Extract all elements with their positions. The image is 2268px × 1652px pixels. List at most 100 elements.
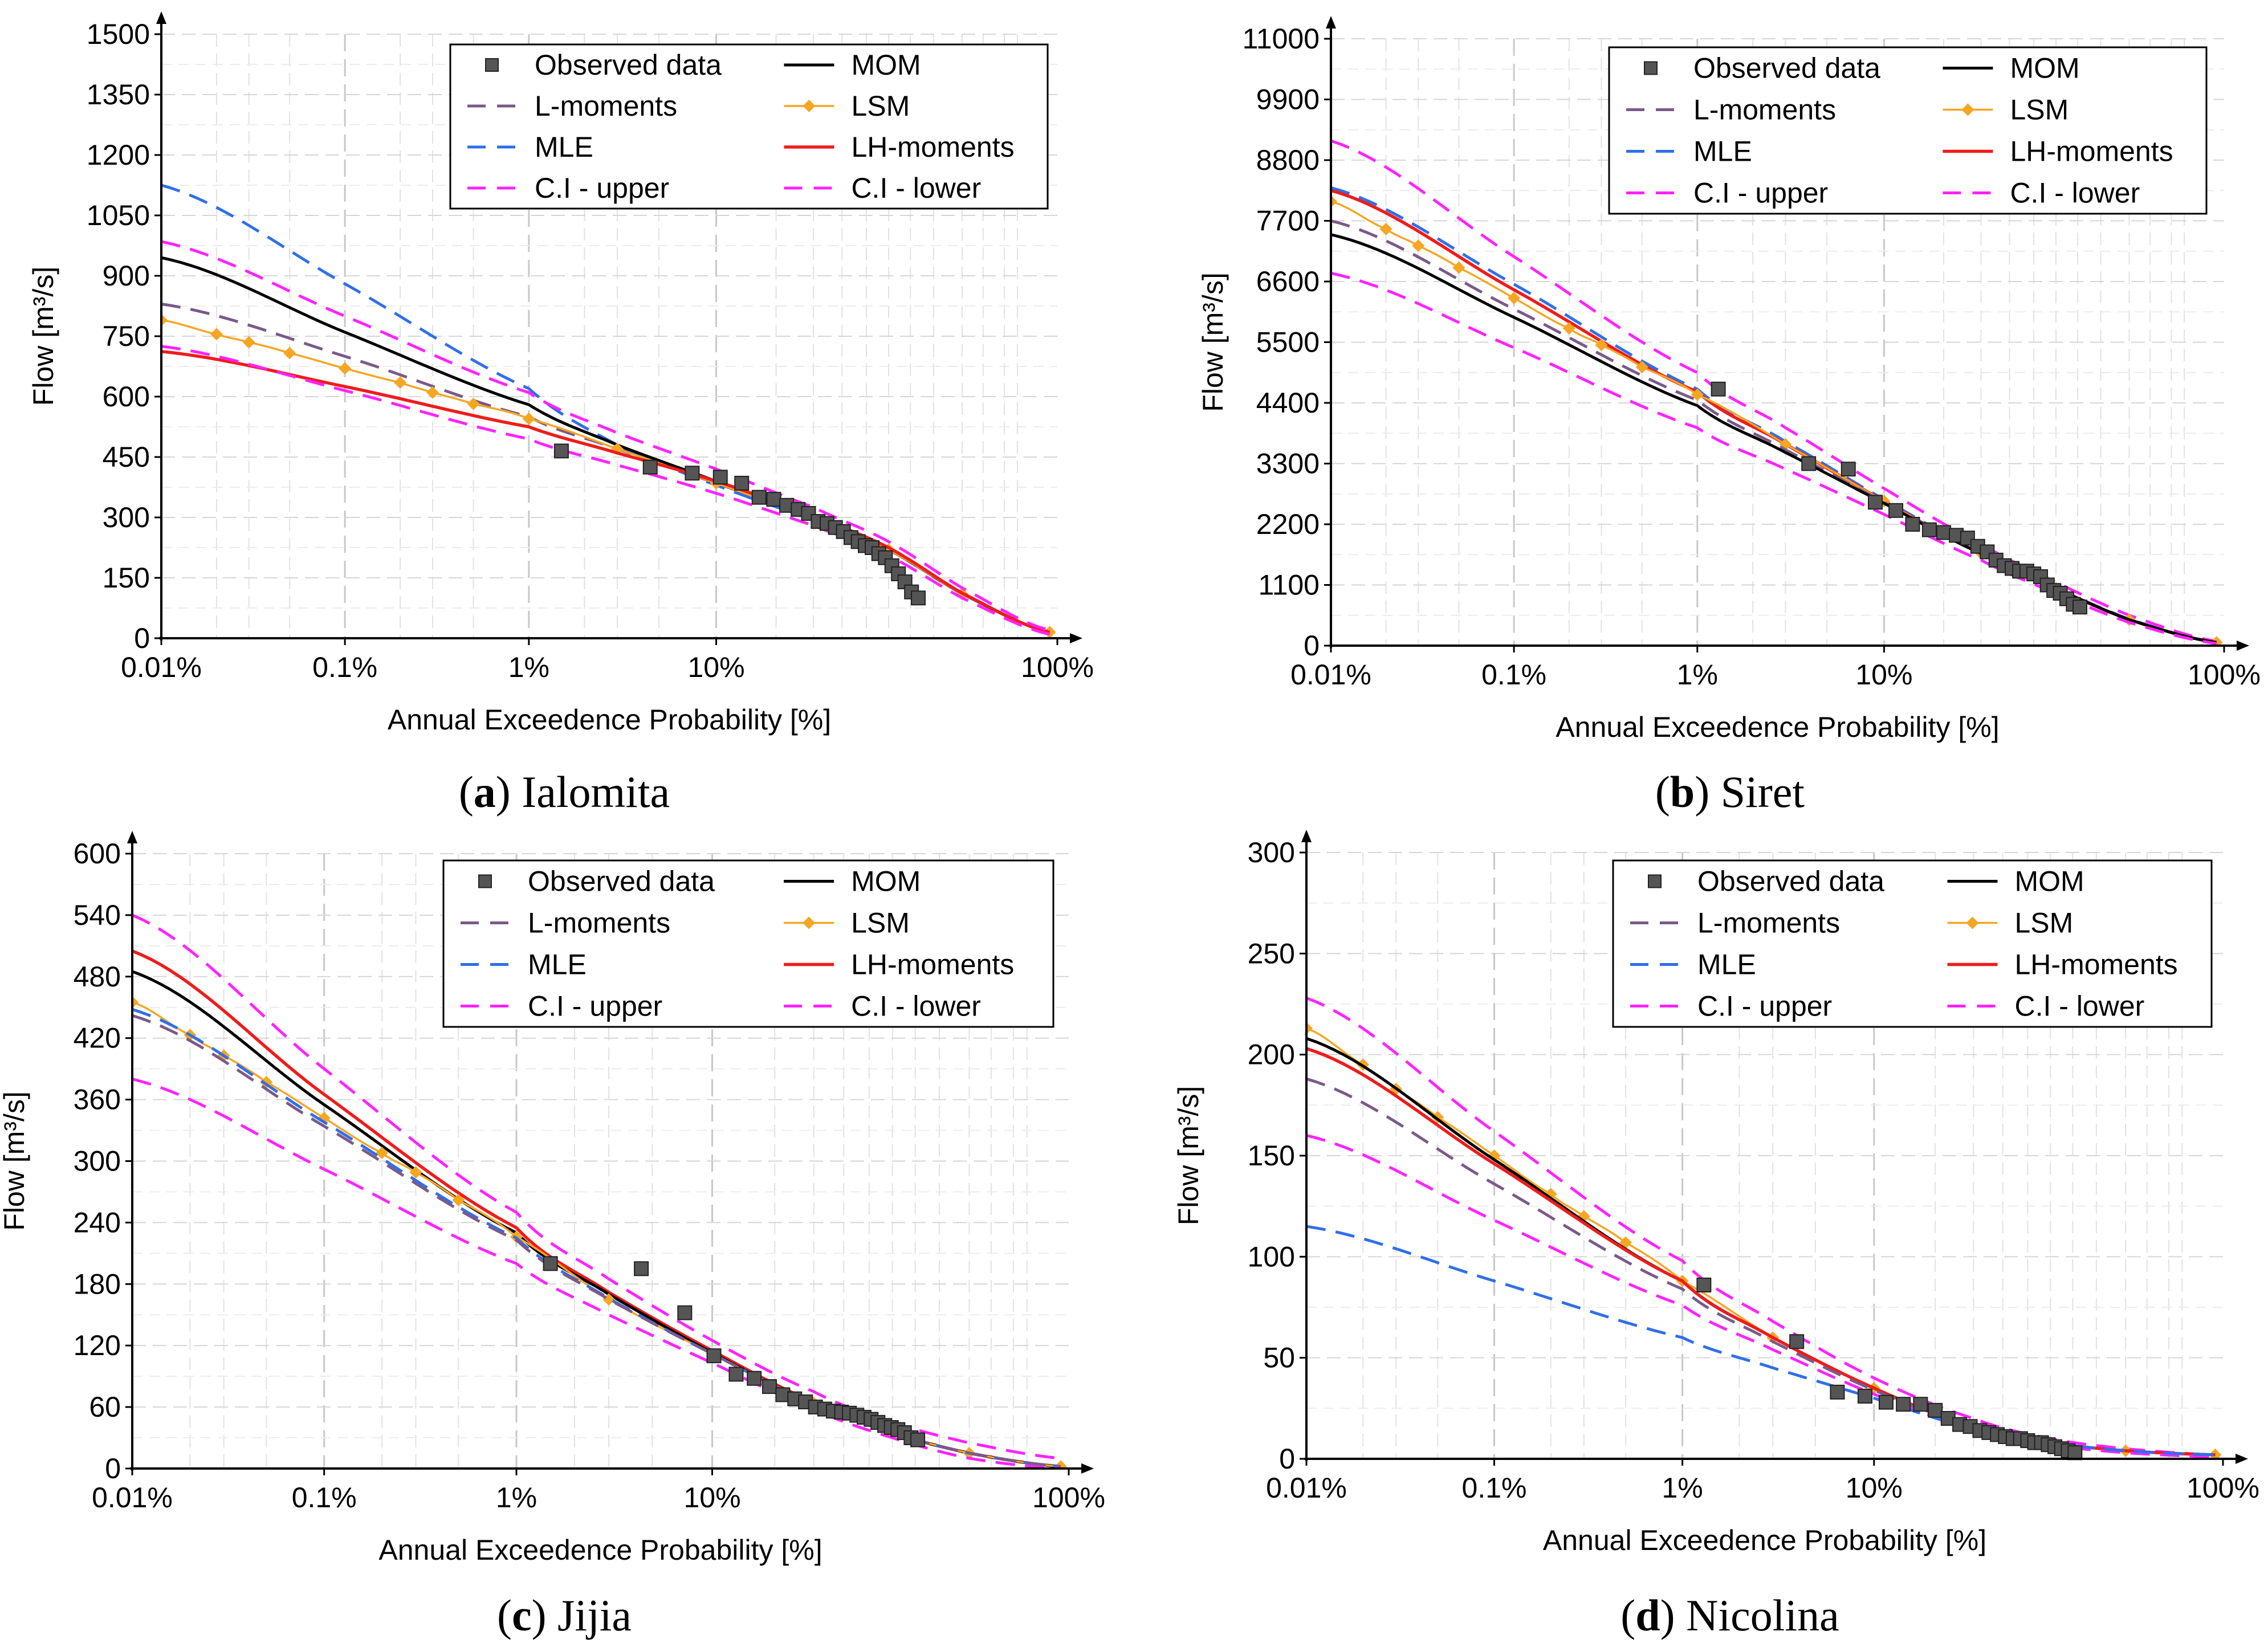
- y-tick-label: 11000: [1243, 23, 1320, 55]
- legend-entry-observed: Observed data: [478, 866, 715, 898]
- y-axis-arrow: [127, 831, 137, 843]
- observed-point: [1921, 522, 1937, 537]
- chart-c-svg: 0 60 120 180 240 300 360 420 480 540 600 0.01% 0.1% 1…: [0, 831, 1105, 1566]
- legend-label: MOM: [851, 866, 921, 898]
- y-axis-label: Flow [m³/s]: [27, 267, 59, 406]
- x-tick-label: 0.01%: [1290, 659, 1371, 691]
- series-line-ci_lower: [161, 345, 1050, 636]
- series-group: [1331, 139, 2223, 646]
- lsm-marker: [376, 1147, 389, 1160]
- x-tick-label: 1%: [508, 651, 549, 683]
- y-tick-label: 300: [1248, 837, 1295, 868]
- observed-point: [1913, 1397, 1928, 1412]
- legend-entry-lsm: LSM: [784, 90, 910, 122]
- axes: 0 50 100 150 200 250 300 0.01% 0.1% 1% 10% 100% Annu…: [1172, 830, 2259, 1556]
- legend-label: MOM: [851, 49, 921, 81]
- observed-point: [1888, 503, 1904, 518]
- lsm-marker: [1379, 223, 1392, 236]
- observed-point: [1878, 1394, 1894, 1410]
- legend-box: [1608, 46, 2208, 215]
- observed-point: [2067, 1445, 2083, 1461]
- legend-entry-lsm: LSM: [784, 907, 910, 939]
- chart-panel-b: 0 1100 2200 3300 4400 5500 6600 7700 8800 9900 110…: [1134, 0, 2268, 809]
- legend-label: LH-moments: [851, 949, 1014, 981]
- y-tick-label: 7700: [1256, 205, 1320, 237]
- x-tick-label: 100%: [1021, 651, 1094, 683]
- y-tick-label: 420: [74, 1022, 121, 1054]
- y-tick-label: 540: [74, 899, 121, 931]
- observed-point: [543, 1256, 558, 1271]
- observed-point: [910, 1432, 926, 1447]
- series-line-lmoments: [132, 1014, 1061, 1468]
- y-tick-label: 300: [103, 501, 150, 533]
- lsm-marker: [132, 996, 139, 1009]
- legend-label: MLE: [528, 949, 587, 981]
- legend-entry-lmoments: L-moments: [1630, 907, 1840, 939]
- lsm-marker: [1691, 388, 1704, 401]
- legend-marker: [803, 100, 816, 112]
- y-tick-label: 250: [1248, 937, 1295, 969]
- observed-point: [685, 466, 700, 481]
- series-line-lsm: [132, 1001, 1061, 1468]
- legend-label: LH-moments: [2010, 136, 2173, 168]
- legend: Observed data MOM L-moments LSM MLE LH-moment…: [1608, 46, 2208, 215]
- y-tick-label: 0: [105, 1453, 121, 1484]
- observed-points: [543, 1256, 926, 1447]
- observed-point: [1936, 525, 1952, 540]
- legend-marker: [1966, 916, 1979, 929]
- lsm-marker: [522, 412, 535, 425]
- lsm-marker: [602, 1293, 616, 1306]
- legend: Observed data MOM L-moments LSM MLE LH-moment…: [449, 43, 1049, 210]
- legend-label: L-moments: [535, 90, 677, 122]
- series-line-ci_upper: [161, 240, 1050, 632]
- y-tick-label: 240: [74, 1206, 121, 1238]
- y-axis-arrow: [1301, 830, 1312, 842]
- legend-label: L-moments: [1697, 907, 1840, 939]
- legend-label: Observed data: [528, 866, 715, 898]
- observed-point: [677, 1305, 693, 1320]
- legend-entry-mom: MOM: [784, 49, 921, 81]
- observed-point: [728, 1367, 744, 1382]
- y-tick-label: 100: [1248, 1241, 1295, 1272]
- x-tick-label: 100%: [1032, 1482, 1105, 1514]
- series-line-mle: [132, 1007, 1061, 1468]
- caption-c: (c) Jijia: [496, 1590, 632, 1640]
- legend-entry-ci_upper: C.I - upper: [1626, 177, 1828, 209]
- y-tick-label: 5500: [1256, 327, 1320, 358]
- legend-entry-lhmoments: LH-moments: [1947, 949, 2178, 981]
- series-line-ci_upper: [1331, 139, 2217, 643]
- lsm-marker: [1635, 361, 1648, 374]
- series-line-ci_lower: [1331, 272, 2217, 645]
- observed-points: [1696, 1277, 2083, 1461]
- caption-d: (d) Nicolina: [1620, 1590, 1839, 1640]
- x-axis-arrow: [1081, 1463, 1094, 1474]
- observed-point: [1896, 1397, 1911, 1412]
- observed-point: [1980, 544, 1995, 560]
- y-tick-label: 0: [1304, 630, 1320, 662]
- y-tick-label: 1100: [1258, 569, 1320, 601]
- observed-point: [1830, 1384, 1845, 1400]
- lsm-marker: [339, 362, 352, 375]
- legend-label: MLE: [1693, 136, 1752, 168]
- legend-entry-lhmoments: LH-moments: [1943, 136, 2173, 168]
- legend-label: L-moments: [1693, 94, 1836, 126]
- series-line-ci_lower: [132, 1078, 1061, 1469]
- x-axis-arrow: [2237, 641, 2249, 651]
- series-line-mle: [1306, 1225, 2216, 1457]
- y-tick-label: 750: [103, 320, 150, 352]
- observed-point: [766, 492, 781, 507]
- lsm-marker: [426, 386, 439, 399]
- observed-points: [1711, 381, 2087, 615]
- y-tick-label: 1200: [87, 139, 150, 171]
- observed-point: [712, 470, 728, 485]
- legend-entry-lmoments: L-moments: [467, 90, 677, 122]
- legend-label: C.I - lower: [2015, 990, 2145, 1022]
- observed-point: [1905, 517, 1920, 532]
- x-axis-label: Annual Exceedence Probability [%]: [1543, 1524, 1986, 1556]
- observed-point: [751, 490, 767, 505]
- lsm-marker: [1488, 1149, 1501, 1162]
- observed-point: [747, 1370, 762, 1386]
- chart-b-svg: 0 1100 2200 3300 4400 5500 6600 7700 8800 9900 110…: [1197, 16, 2261, 743]
- series-line-mom: [1331, 233, 2217, 644]
- legend-entry-observed: Observed data: [485, 49, 722, 81]
